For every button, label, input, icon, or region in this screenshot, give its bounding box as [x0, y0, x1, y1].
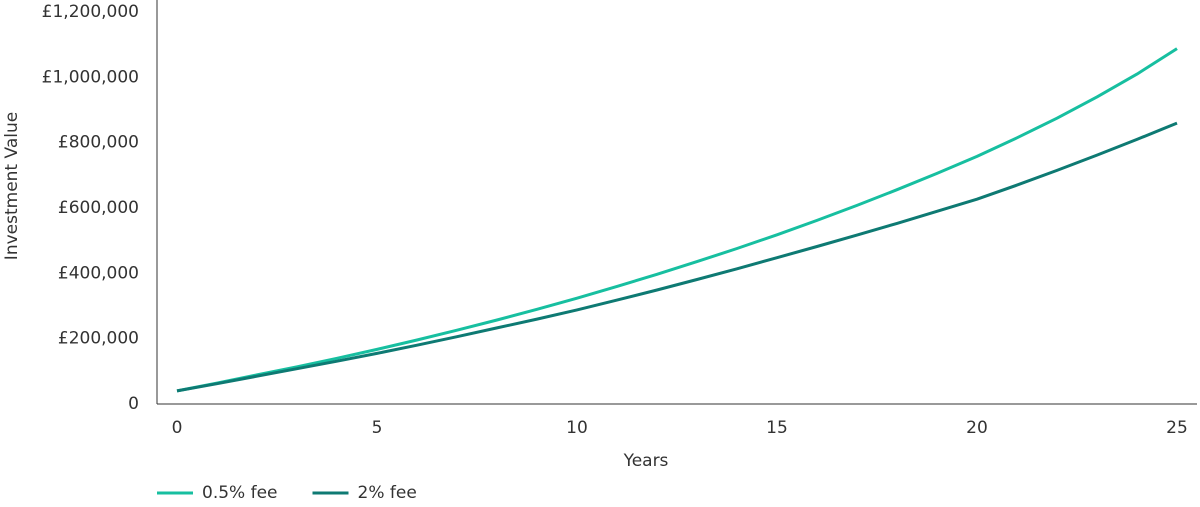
x-tick-label: 5 — [372, 418, 383, 438]
x-tick-label: 0 — [172, 418, 183, 438]
x-tick-label: 15 — [766, 418, 788, 438]
y-tick-label: £1,200,000 — [42, 2, 139, 22]
y-tick-label: £600,000 — [58, 198, 139, 218]
y-tick-label: £800,000 — [58, 133, 139, 153]
legend-label: 0.5% fee — [202, 483, 278, 503]
x-tick-label: 25 — [1166, 418, 1188, 438]
x-axis-label: Years — [623, 451, 669, 471]
legend-label: 2% fee — [358, 483, 417, 503]
x-tick-label: 10 — [566, 418, 588, 438]
series-line — [176, 121, 1178, 393]
y-tick-label: £1,000,000 — [42, 67, 139, 87]
series-line — [176, 47, 1178, 393]
y-axis-label: Investment Value — [2, 112, 22, 260]
y-tick-label: £200,000 — [58, 329, 139, 349]
y-tick-label: 0 — [128, 394, 139, 414]
x-tick-label: 20 — [966, 418, 988, 438]
y-tick-label: £400,000 — [58, 263, 139, 283]
